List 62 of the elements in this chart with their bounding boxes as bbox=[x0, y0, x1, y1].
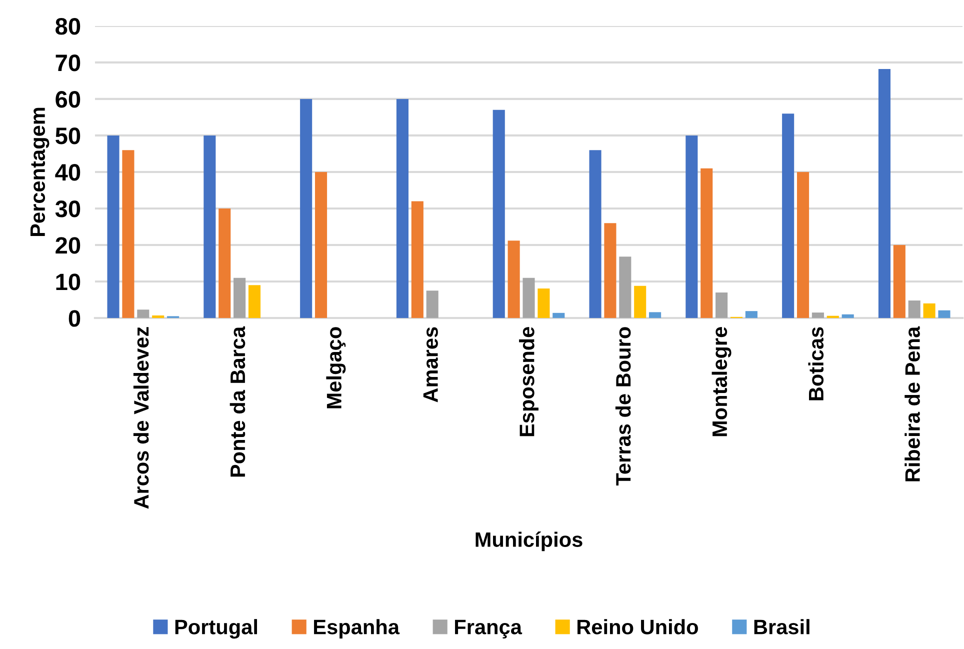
bar bbox=[122, 150, 134, 318]
bar bbox=[686, 135, 698, 318]
y-axis-title: Percentagem bbox=[30, 108, 50, 236]
bar bbox=[619, 256, 632, 318]
legend-label: França bbox=[455, 620, 522, 638]
legend-label: Portugal bbox=[175, 619, 258, 639]
bar bbox=[492, 110, 505, 318]
legend-label: Brasil bbox=[754, 619, 810, 634]
bar bbox=[137, 310, 150, 318]
x-tick-label: Ribeira de Pena bbox=[904, 326, 920, 482]
bar bbox=[314, 172, 328, 318]
bar bbox=[396, 98, 408, 318]
bar bbox=[234, 278, 246, 318]
bar bbox=[908, 300, 920, 318]
bar bbox=[538, 288, 550, 318]
bar bbox=[426, 290, 438, 318]
x-tick-label: Boticas bbox=[808, 327, 824, 400]
y-tick-label: 0 bbox=[68, 310, 80, 327]
bar bbox=[204, 135, 216, 318]
bar bbox=[745, 311, 758, 318]
legend-label: Espanha bbox=[314, 619, 400, 638]
x-tick-label: Amares bbox=[423, 327, 438, 402]
x-tick-label: Melgaço bbox=[326, 327, 346, 408]
bar bbox=[218, 208, 231, 318]
y-tick-label: 80 bbox=[56, 18, 80, 35]
bar bbox=[522, 278, 535, 318]
bar bbox=[508, 240, 520, 318]
x-tick-label: Arcos de Valdevez bbox=[133, 327, 149, 509]
x-tick-label: Terras de Bouro bbox=[615, 327, 631, 486]
bar bbox=[782, 114, 794, 318]
legend-label: Reino Unido bbox=[578, 619, 698, 634]
bar bbox=[812, 312, 824, 318]
bar bbox=[796, 172, 810, 318]
y-tick-label: 20 bbox=[56, 237, 80, 254]
bar bbox=[552, 312, 565, 318]
bar bbox=[634, 286, 646, 318]
bar bbox=[826, 316, 839, 318]
bar bbox=[923, 303, 936, 318]
x-axis-title: Municípios bbox=[476, 532, 582, 552]
bar bbox=[842, 314, 854, 318]
y-tick-label: 50 bbox=[56, 128, 80, 144]
bar bbox=[878, 69, 890, 318]
bar bbox=[107, 135, 120, 318]
bar bbox=[589, 150, 602, 318]
x-tick-label: Ponte da Barca bbox=[230, 326, 246, 477]
x-tick-label: Esposende bbox=[519, 327, 538, 436]
bar bbox=[300, 98, 312, 318]
y-tick-label: 30 bbox=[55, 200, 80, 218]
y-tick-label: 70 bbox=[56, 54, 80, 72]
x-tick-label: Montalegre bbox=[712, 327, 732, 436]
bar bbox=[649, 312, 662, 318]
y-tick-label: 40 bbox=[55, 164, 80, 181]
bar bbox=[411, 201, 424, 318]
bar bbox=[248, 285, 261, 318]
bar bbox=[700, 168, 713, 318]
bar bbox=[716, 292, 728, 318]
y-tick-label: 10 bbox=[56, 274, 80, 290]
bar bbox=[152, 315, 164, 318]
y-tick-label: 60 bbox=[56, 91, 80, 108]
bar bbox=[604, 223, 616, 318]
bar bbox=[938, 310, 950, 318]
bar bbox=[893, 245, 906, 318]
